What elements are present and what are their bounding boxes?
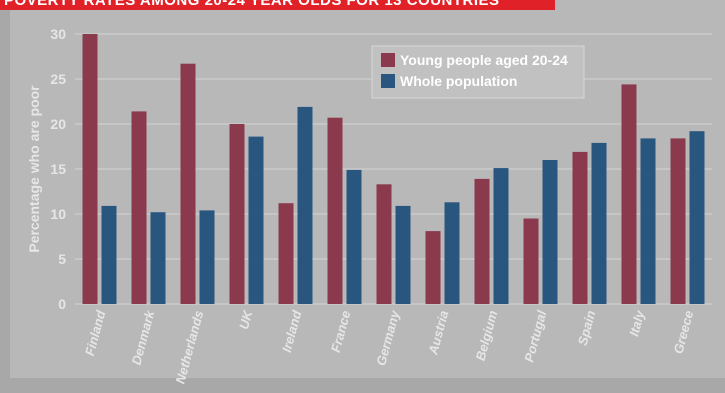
x-tick-label: Denmark xyxy=(129,308,158,366)
bar-portugal-population xyxy=(542,160,558,304)
x-tick-label: Ireland xyxy=(279,308,305,354)
bar-spain-young xyxy=(572,151,588,304)
x-tick-label: Portugal xyxy=(521,309,549,364)
bar-finland-young xyxy=(82,34,98,304)
bar-belgium-population xyxy=(493,168,509,304)
y-axis-label: Percentage who are poor xyxy=(26,85,42,253)
y-axis-ticks: 0 5 10 15 20 25 30 xyxy=(50,26,66,312)
y-tick-label: 0 xyxy=(58,296,66,312)
x-tick-label: Spain xyxy=(575,309,599,347)
legend-swatch-population xyxy=(381,74,395,88)
y-tick-label: 20 xyxy=(50,116,66,132)
bar-belgium-young xyxy=(474,178,490,304)
x-tick-label: UK xyxy=(236,307,256,331)
legend-label: Young people aged 20-24 xyxy=(400,52,568,68)
title-banner: POVERTY RATES AMONG 20-24 YEAR OLDS FOR … xyxy=(0,0,555,10)
bar-greece-young xyxy=(670,138,686,304)
bar-uk-young xyxy=(229,124,245,304)
x-tick-label: Netherlands xyxy=(172,309,206,385)
bar-portugal-young xyxy=(523,218,539,304)
bar-netherlands-young xyxy=(180,63,196,305)
x-tick-label: Belgium xyxy=(473,308,501,362)
chart-title: POVERTY RATES AMONG 20-24 YEAR OLDS FOR … xyxy=(4,0,500,9)
x-tick-label: Germany xyxy=(373,308,402,367)
bar-germany-young xyxy=(376,184,392,304)
y-tick-label: 5 xyxy=(58,251,66,267)
bar-france-young xyxy=(327,117,343,304)
x-tick-label: Greece xyxy=(670,309,696,355)
legend-box xyxy=(371,45,585,99)
x-tick-label: France xyxy=(328,309,354,354)
bottom-border xyxy=(0,378,725,393)
bar-denmark-young xyxy=(131,111,147,305)
bar-ireland-young xyxy=(278,203,294,304)
bar-netherlands-population xyxy=(199,210,215,304)
x-axis-categories: Finland Denmark Netherlands UK Ireland France… xyxy=(82,307,696,385)
bar-austria-young xyxy=(425,231,441,304)
legend-swatch-young xyxy=(381,53,395,67)
bar-denmark-population xyxy=(150,212,166,304)
bar-ireland-population xyxy=(297,106,313,305)
bar-spain-population xyxy=(591,142,607,304)
legend-label: Whole population xyxy=(400,73,517,89)
x-tick-label: Italy xyxy=(626,308,647,338)
bar-uk-population xyxy=(248,136,264,304)
x-tick-label: Finland xyxy=(82,308,109,358)
y-tick-label: 25 xyxy=(50,71,66,87)
left-border xyxy=(0,10,10,393)
bar-finland-population xyxy=(101,205,117,304)
legend: Young people aged 20-24 Whole population xyxy=(371,45,585,99)
bar-germany-population xyxy=(395,205,411,304)
y-tick-label: 15 xyxy=(50,161,66,177)
bars xyxy=(82,34,705,305)
bar-france-population xyxy=(346,169,362,304)
bar-italy-population xyxy=(640,138,656,304)
bar-greece-population xyxy=(689,131,705,304)
x-tick-label: Austria xyxy=(425,309,451,357)
bar-austria-population xyxy=(444,202,460,304)
y-tick-label: 10 xyxy=(50,206,66,222)
bar-italy-young xyxy=(621,84,637,305)
y-tick-label: 30 xyxy=(50,26,66,42)
